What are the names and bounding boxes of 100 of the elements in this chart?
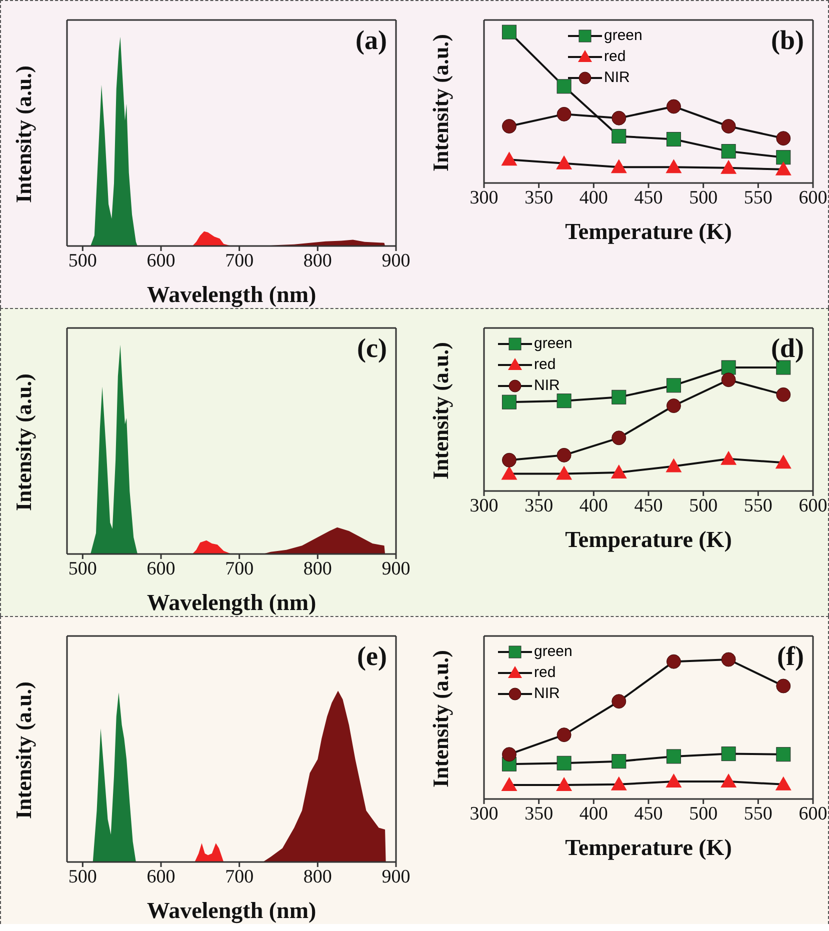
y-axis-title: Intensity (a.u.) xyxy=(428,34,453,172)
point xyxy=(775,776,792,790)
annotation: (c) xyxy=(357,333,387,364)
point xyxy=(502,24,516,40)
x-tick-label: 350 xyxy=(524,187,554,208)
x-tick-label: 500 xyxy=(689,187,718,208)
point xyxy=(666,159,682,174)
x-axis-title: Wavelength (nm) xyxy=(146,282,316,308)
x-axis-title: Temperature (K) xyxy=(565,219,732,244)
x-tick-label: 900 xyxy=(382,558,410,580)
point xyxy=(666,132,681,146)
x-tick-label: 700 xyxy=(225,250,254,272)
point xyxy=(776,131,791,146)
x-tick-label: 600 xyxy=(146,250,176,272)
y-axis-title: Intensity (a.u.) xyxy=(10,65,36,203)
point xyxy=(612,128,626,144)
x-tick-label: 550 xyxy=(744,187,772,208)
point xyxy=(502,119,516,134)
point xyxy=(666,398,681,414)
point xyxy=(666,458,682,472)
point xyxy=(502,747,516,762)
x-tick-label: 500 xyxy=(68,558,97,580)
x-tick-label: 400 xyxy=(579,187,608,208)
point xyxy=(556,155,572,170)
x-tick-label: 800 xyxy=(303,866,332,888)
x-tick-label: 400 xyxy=(579,495,608,516)
point xyxy=(775,161,792,176)
point xyxy=(612,430,626,446)
point xyxy=(666,749,681,764)
x-tick-label: 700 xyxy=(225,866,254,888)
point xyxy=(721,144,736,159)
y-axis-title: Intensity (a.u.) xyxy=(10,373,36,511)
x-tick-label: 400 xyxy=(579,803,608,824)
y-axis-title: Intensity (a.u.) xyxy=(10,681,36,819)
x-tick-label: 600 xyxy=(798,187,828,208)
x-tick-label: 350 xyxy=(524,803,554,824)
point xyxy=(556,728,572,742)
legend-label: red xyxy=(534,664,556,681)
point xyxy=(501,152,518,166)
x-tick-label: 600 xyxy=(798,803,828,824)
annotation: (b) xyxy=(771,25,804,56)
point xyxy=(666,654,681,669)
point xyxy=(556,777,572,792)
legend-label: NIR xyxy=(604,69,630,86)
annotation: (a) xyxy=(356,25,387,56)
point xyxy=(720,160,737,174)
point xyxy=(776,747,791,762)
legend-label: NIR xyxy=(534,377,560,394)
point xyxy=(666,99,681,114)
x-tick-label: 800 xyxy=(303,558,332,580)
x-axis-title: Temperature (K) xyxy=(565,835,732,860)
x-tick-label: 300 xyxy=(470,495,498,516)
point xyxy=(721,119,736,134)
x-tick-label: 300 xyxy=(470,803,498,824)
x-tick-label: 900 xyxy=(382,250,410,272)
point xyxy=(666,774,682,788)
point xyxy=(776,150,791,165)
point xyxy=(501,777,518,792)
point xyxy=(775,454,792,469)
point xyxy=(720,774,737,788)
point xyxy=(556,756,572,770)
y-axis-title: Intensity (a.u.) xyxy=(428,650,453,788)
point xyxy=(610,464,627,478)
point xyxy=(556,106,572,122)
point xyxy=(612,694,626,709)
point xyxy=(610,159,627,174)
x-tick-label: 600 xyxy=(146,866,176,888)
annotation: (f) xyxy=(777,641,804,672)
point xyxy=(721,372,736,388)
legend-label: red xyxy=(604,48,626,65)
x-tick-label: 300 xyxy=(470,187,498,208)
legend-label: green xyxy=(534,643,572,660)
x-tick-label: 500 xyxy=(689,803,718,824)
x-tick-label: 800 xyxy=(303,250,332,272)
point xyxy=(612,390,626,404)
x-tick-label: 450 xyxy=(634,187,663,208)
point xyxy=(556,79,572,94)
y-axis-title: Intensity (a.u.) xyxy=(428,342,453,480)
x-tick-label: 600 xyxy=(798,495,828,516)
x-tick-label: 350 xyxy=(524,495,554,516)
x-tick-label: 450 xyxy=(634,495,663,516)
x-axis-title: Temperature (K) xyxy=(565,527,732,552)
x-tick-label: 500 xyxy=(689,495,718,516)
x-tick-label: 500 xyxy=(68,866,97,888)
point xyxy=(556,448,572,462)
x-tick-label: 900 xyxy=(382,866,410,888)
point xyxy=(720,450,737,465)
point xyxy=(776,387,791,402)
point xyxy=(556,394,572,408)
point xyxy=(612,110,626,126)
point xyxy=(610,776,627,790)
text: (d) xyxy=(771,333,804,364)
point xyxy=(776,678,791,694)
point xyxy=(721,746,736,762)
x-tick-label: 500 xyxy=(68,250,97,272)
legend-label: green xyxy=(534,335,572,352)
x-tick-label: 600 xyxy=(146,558,176,580)
point xyxy=(502,394,516,410)
x-tick-label: 550 xyxy=(744,803,772,824)
point xyxy=(556,466,572,480)
